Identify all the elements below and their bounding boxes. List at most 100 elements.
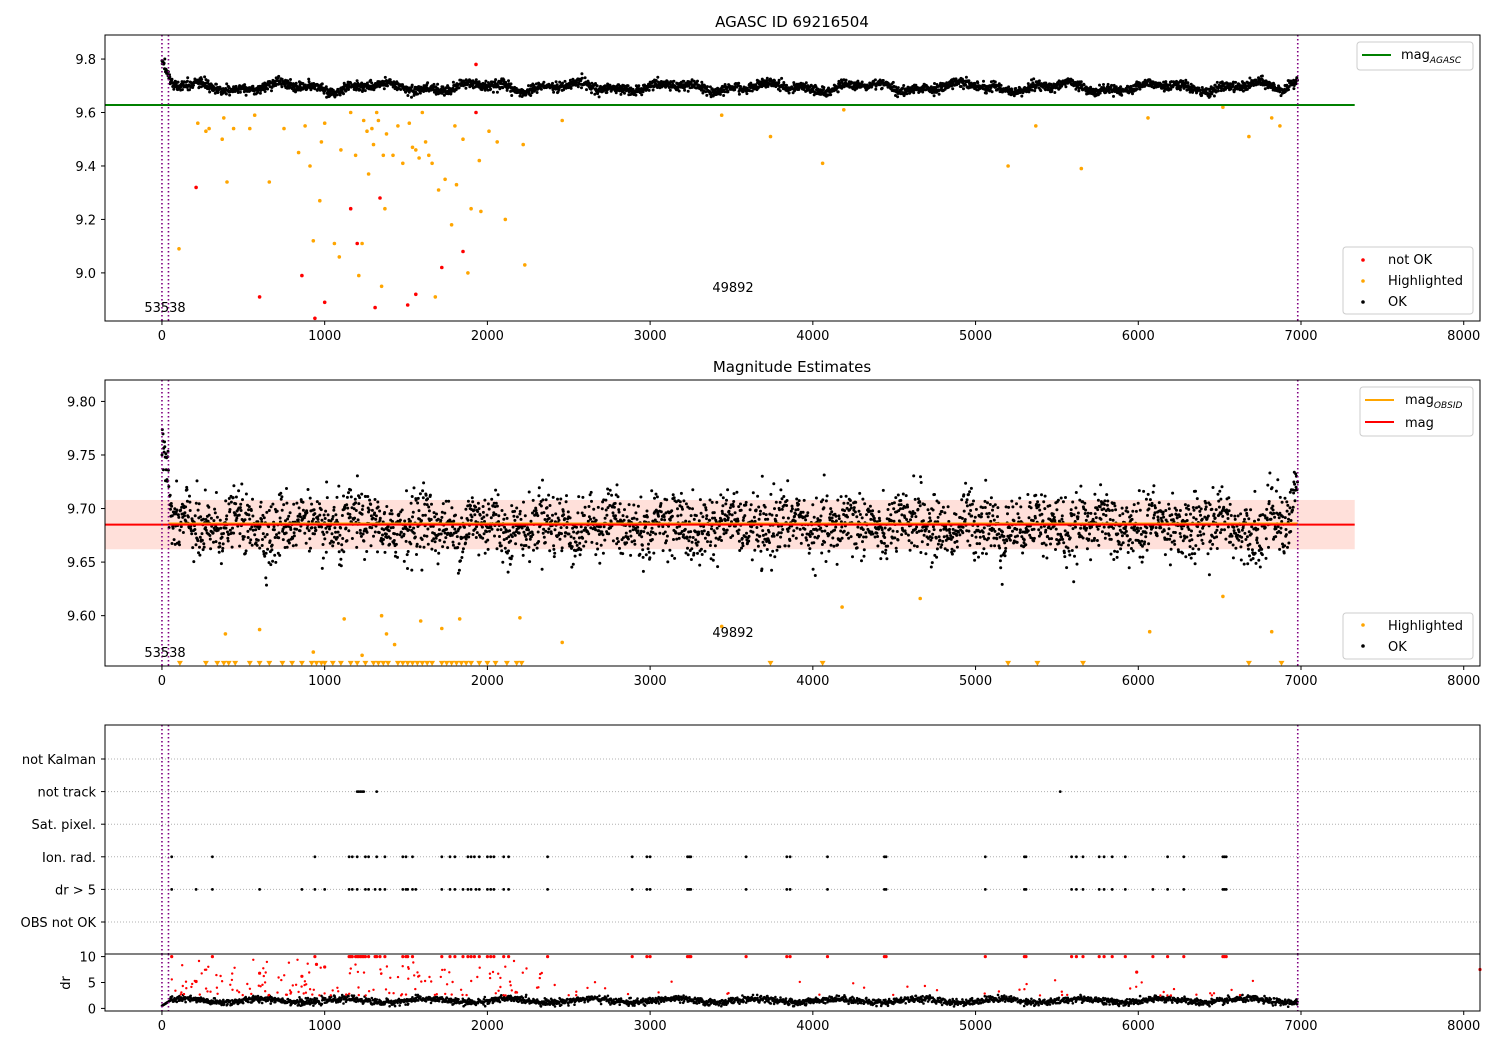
- ok-point: [374, 517, 378, 521]
- ok-point: [629, 553, 633, 557]
- ok-point: [466, 82, 470, 86]
- ok-point: [335, 495, 339, 499]
- ok-point: [621, 552, 625, 556]
- ok-point: [657, 514, 660, 518]
- x-tick-label: 0: [158, 329, 166, 344]
- ok-point: [476, 501, 480, 505]
- ok-point: [277, 531, 281, 535]
- ok-point: [464, 541, 467, 545]
- ok-point: [176, 80, 180, 84]
- panel-agasc: AGASC ID 69216504 53538 49892 0 1000 2000 3…: [75, 13, 1481, 344]
- not-ok-point: [405, 303, 410, 307]
- ok-point: [406, 567, 409, 570]
- ok-point: [726, 516, 730, 520]
- ok-point: [641, 548, 645, 552]
- ok-point: [394, 550, 398, 554]
- ok-point: [509, 82, 513, 86]
- ok-point: [421, 489, 425, 493]
- ok-point: [497, 514, 501, 518]
- ok-point: [437, 551, 441, 555]
- ok-point: [500, 549, 504, 553]
- ok-point: [844, 78, 848, 82]
- ok-point: [177, 515, 181, 519]
- ok-point: [701, 532, 704, 536]
- ok-point: [280, 85, 284, 89]
- ok-point: [1263, 87, 1267, 91]
- ok-point: [891, 80, 895, 84]
- ok-point: [671, 493, 675, 497]
- ok-point: [339, 526, 343, 530]
- y-tick-label: 9.6: [75, 107, 96, 122]
- ok-point: [537, 486, 541, 490]
- ok-point: [681, 507, 684, 511]
- ok-point: [259, 500, 263, 504]
- ok-point: [180, 88, 184, 92]
- highlighted-point: [417, 156, 421, 160]
- ok-point: [727, 509, 731, 513]
- ok-point: [482, 532, 486, 536]
- ok-point: [470, 496, 474, 500]
- ok-point: [373, 498, 377, 501]
- ok-point: [544, 498, 548, 502]
- y-tick-label: 9.2: [75, 213, 96, 228]
- ok-point: [489, 87, 493, 91]
- ok-point: [666, 560, 670, 564]
- ok-point: [1119, 85, 1123, 89]
- ok-point: [1032, 77, 1036, 81]
- ok-point: [238, 532, 242, 536]
- ok-point: [311, 517, 315, 521]
- ok-point: [308, 496, 312, 500]
- highlighted-point: [433, 295, 438, 299]
- ok-point: [495, 90, 499, 94]
- ok-point: [221, 549, 224, 553]
- ok-point: [513, 509, 517, 513]
- highlighted-point: [1269, 116, 1274, 120]
- ok-point: [460, 516, 464, 520]
- ok-point: [406, 94, 410, 97]
- highlighted-point: [414, 148, 418, 152]
- ok-point: [533, 543, 537, 547]
- ok-point: [278, 553, 282, 557]
- ok-point: [188, 500, 192, 504]
- ok-point: [905, 92, 909, 96]
- ok-point: [1064, 85, 1068, 89]
- ok-point: [251, 528, 255, 532]
- ok-point: [495, 547, 499, 551]
- ok-point: [321, 543, 325, 546]
- ok-point: [320, 525, 324, 529]
- ok-point: [1037, 79, 1041, 83]
- highlighted-point: [308, 164, 312, 168]
- ok-point: [673, 556, 677, 560]
- ok-point: [228, 528, 232, 532]
- ok-point: [535, 546, 539, 550]
- ok-point: [691, 488, 695, 492]
- ok-point: [510, 554, 514, 558]
- ok-point: [325, 530, 329, 534]
- ok-point: [641, 555, 645, 559]
- ok-point: [258, 525, 262, 529]
- ok-point: [721, 504, 725, 508]
- ok-point: [558, 501, 562, 505]
- ok-point: [578, 553, 582, 557]
- ok-point: [547, 493, 551, 497]
- ok-point: [340, 543, 344, 547]
- highlighted-point: [365, 129, 369, 133]
- ok-point: [250, 525, 254, 529]
- ok-point: [267, 525, 271, 529]
- highlighted-point: [420, 110, 425, 115]
- ok-point: [964, 75, 968, 79]
- ok-point: [502, 78, 506, 82]
- ok-point: [632, 503, 636, 507]
- ok-point: [735, 490, 739, 494]
- ok-point: [718, 92, 722, 96]
- ok-point: [617, 510, 621, 514]
- legend-highlighted: Highlighted: [1388, 274, 1463, 289]
- ok-point: [537, 494, 541, 498]
- ok-point: [286, 79, 290, 83]
- ok-point: [633, 539, 636, 543]
- ok-point: [164, 452, 168, 456]
- ok-point: [760, 567, 764, 571]
- ok-point: [686, 553, 690, 557]
- ok-point: [491, 90, 495, 94]
